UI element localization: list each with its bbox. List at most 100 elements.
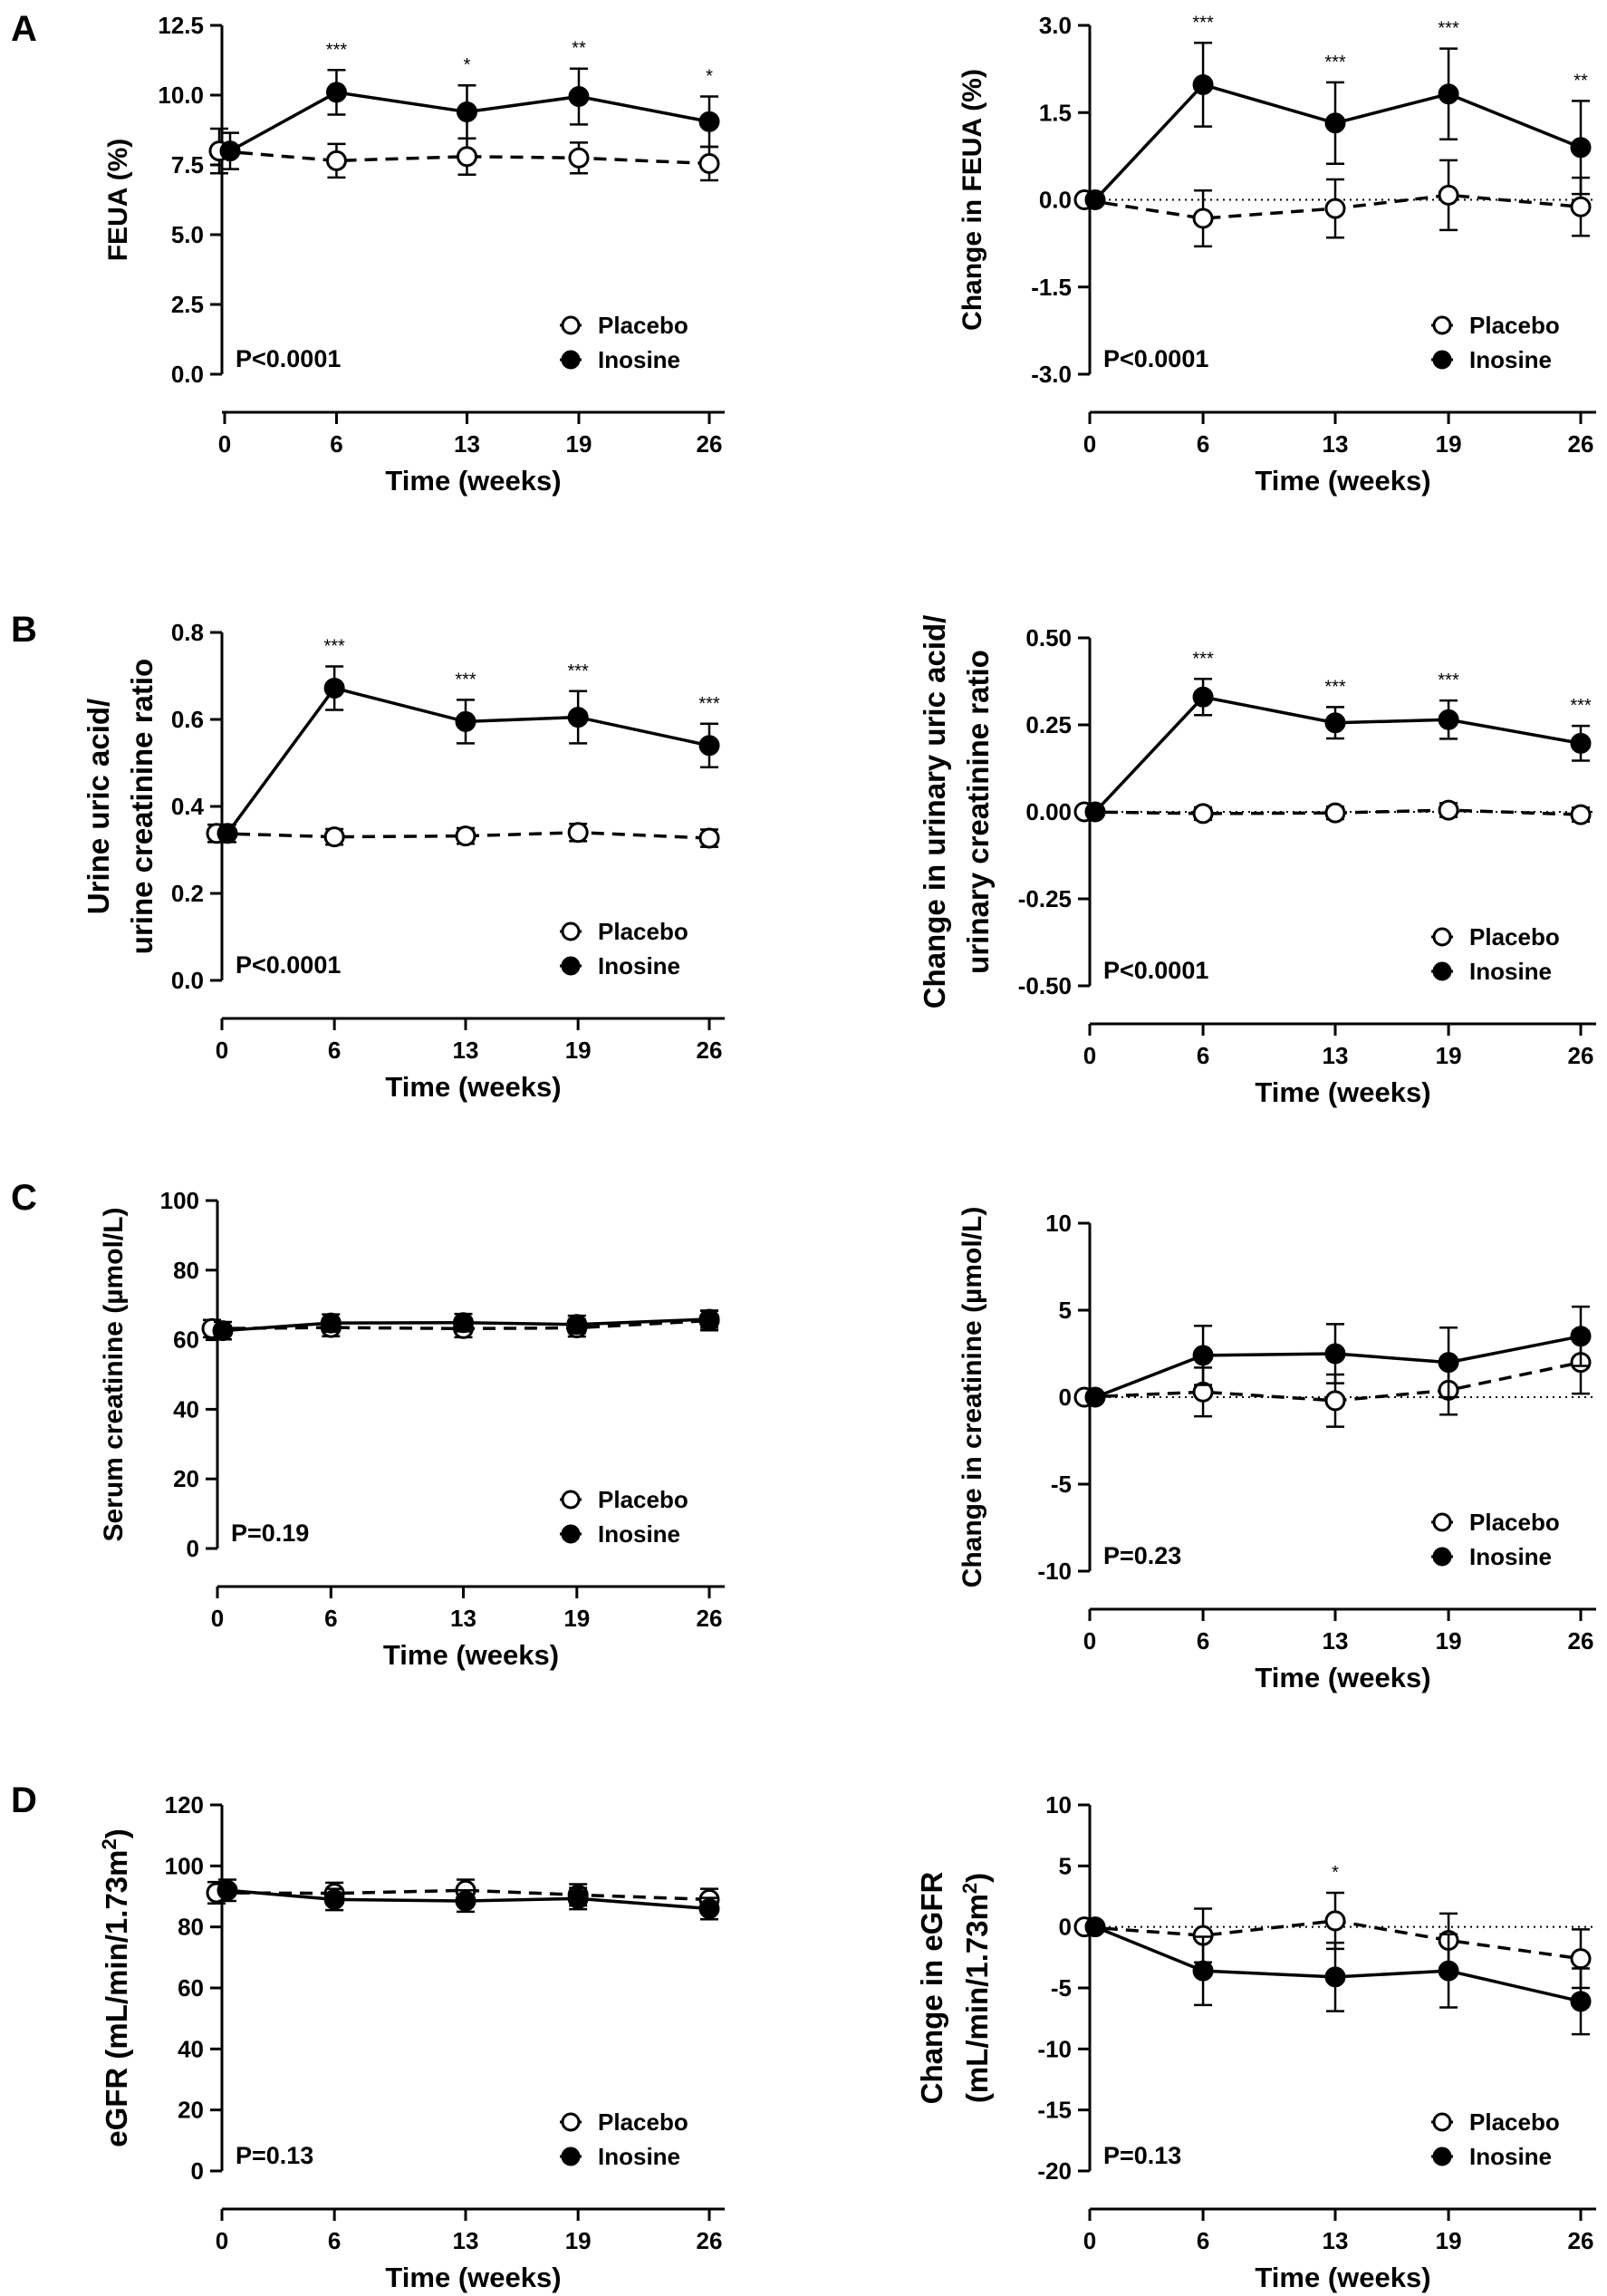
data-point <box>1084 801 1106 823</box>
x-axis-label: Time (weeks) <box>1255 2262 1430 2293</box>
y-tick-label: -10 <box>1037 1558 1072 1585</box>
legend-marker <box>1432 961 1452 981</box>
data-point <box>1570 732 1592 754</box>
significance-marker: *** <box>698 694 720 714</box>
y-axis-label: Change in FEUA (%) <box>957 69 987 331</box>
y-tick-label: 3.0 <box>1039 12 1072 39</box>
y-tick-label: 0.0 <box>171 361 204 388</box>
data-point <box>698 152 720 174</box>
data-point <box>1324 712 1346 734</box>
x-tick-label: 19 <box>1436 1042 1462 1069</box>
y-tick-label: 0.0 <box>171 967 204 994</box>
panel-letter-A: A <box>11 9 37 49</box>
x-tick-label: 0 <box>218 430 231 458</box>
y-tick-label: 1.5 <box>1039 99 1072 126</box>
x-tick-label: 13 <box>450 1605 476 1632</box>
x-tick-label: 19 <box>566 430 592 458</box>
y-tick-label: 10 <box>1045 1210 1072 1237</box>
data-point <box>568 86 590 108</box>
y-tick-label: 12.5 <box>158 12 204 39</box>
data-point <box>1438 1352 1459 1374</box>
y-tick-label: 0.00 <box>1025 798 1072 825</box>
series-line <box>1093 82 1582 201</box>
data-point <box>457 101 477 122</box>
data-point <box>1192 207 1214 229</box>
legend-label: Placebo <box>1469 2108 1560 2136</box>
y-axis-label: eGFR (mL/min/1.73m2) <box>98 1828 133 2147</box>
x-tick-label: 26 <box>1568 2227 1594 2254</box>
y-tick-label: 0.25 <box>1025 711 1072 738</box>
significance-marker: *** <box>1570 696 1592 716</box>
data-point <box>1192 73 1214 95</box>
y-tick-label: 0.4 <box>171 793 205 820</box>
y-tick-label: 100 <box>160 1187 199 1214</box>
data-point <box>323 677 345 699</box>
y-tick-label: 0.50 <box>1025 624 1072 651</box>
data-point <box>567 1887 589 1909</box>
data-point <box>1570 1991 1592 2012</box>
x-tick-label: 0 <box>1083 430 1096 458</box>
x-tick-label: 0 <box>1083 1042 1096 1069</box>
x-tick-label: 19 <box>565 1037 592 1064</box>
significance-marker: ** <box>1573 71 1588 91</box>
series-placebo <box>208 127 720 182</box>
y-tick-label: 10 <box>1045 1791 1072 1818</box>
data-point <box>455 1890 476 1912</box>
legend-marker <box>561 350 581 370</box>
y-axis-label: Change in urinary uric acid/ <box>918 615 951 1009</box>
y-tick-label: 40 <box>173 1395 199 1423</box>
significance-marker: *** <box>1192 649 1214 669</box>
data-point <box>1570 1948 1592 1970</box>
data-point <box>325 150 347 171</box>
x-tick-label: 26 <box>1568 1042 1594 1069</box>
legend-marker <box>561 2146 581 2166</box>
y-tick-label: -5 <box>1051 1471 1072 1498</box>
significance-marker: * <box>464 55 471 75</box>
data-point <box>1570 1326 1592 1347</box>
legend-marker <box>1432 1547 1452 1567</box>
data-point <box>1324 112 1346 134</box>
data-point <box>455 710 476 732</box>
series-inosine <box>217 1878 720 1921</box>
legend: Placebo Inosine <box>1431 2108 1560 2170</box>
legend-marker <box>561 315 581 335</box>
legend-marker <box>1432 1512 1452 1532</box>
data-point <box>453 1312 474 1334</box>
p-value: P=0.13 <box>1103 2142 1181 2169</box>
data-point <box>1324 1910 1346 1932</box>
chart-A-right: -3.0 -1.5 0.0 1.5 3.0 0 6 13 19 26 Time (weeks) Cha… <box>957 12 1596 497</box>
x-tick-label: 6 <box>330 430 342 458</box>
data-point <box>320 1312 342 1334</box>
data-point <box>1438 709 1459 730</box>
data-point <box>1438 799 1459 821</box>
data-point <box>1084 189 1106 210</box>
legend-label: Placebo <box>598 312 688 339</box>
chart-B-left: 0.0 0.2 0.4 0.6 0.8 0 6 13 19 26 Time (weeks) Urine… <box>82 619 725 1103</box>
legend-label: Inosine <box>1469 2143 1552 2170</box>
legend: Placebo Inosine <box>1431 1509 1560 1570</box>
y-tick-label: -15 <box>1037 2097 1072 2124</box>
x-tick-label: 19 <box>1436 1627 1462 1654</box>
data-point <box>1084 1916 1106 1938</box>
y-tick-label: 80 <box>178 1914 204 1941</box>
x-tick-label: 26 <box>697 1037 723 1064</box>
series-inosine <box>1084 1916 1592 2036</box>
legend-marker <box>1432 350 1452 370</box>
chart-A-left: 0.0 2.5 5.0 7.5 10.0 12.5 0 6 13 19 26 Time (weeks)… <box>103 12 725 497</box>
p-value: P<0.0001 <box>236 951 341 979</box>
y-axis-label: Serum creatinine (µmol/L) <box>99 1207 129 1541</box>
x-tick-label: 13 <box>1323 430 1349 458</box>
y-axis-label: (mL/min/1.73m2) <box>958 1873 994 2103</box>
series-line <box>216 831 710 840</box>
x-axis-label: Time (weeks) <box>385 465 561 497</box>
y-axis-label: Change in creatinine (µmol/L) <box>957 1207 987 1588</box>
x-tick-label: 0 <box>216 1037 228 1064</box>
significance-marker: *** <box>326 40 348 60</box>
legend-label: Inosine <box>598 346 680 373</box>
x-tick-label: 0 <box>216 2227 228 2254</box>
legend-marker <box>1432 927 1452 947</box>
legend-label: Inosine <box>598 1520 680 1548</box>
legend-marker <box>561 1490 581 1510</box>
data-point <box>567 707 589 728</box>
